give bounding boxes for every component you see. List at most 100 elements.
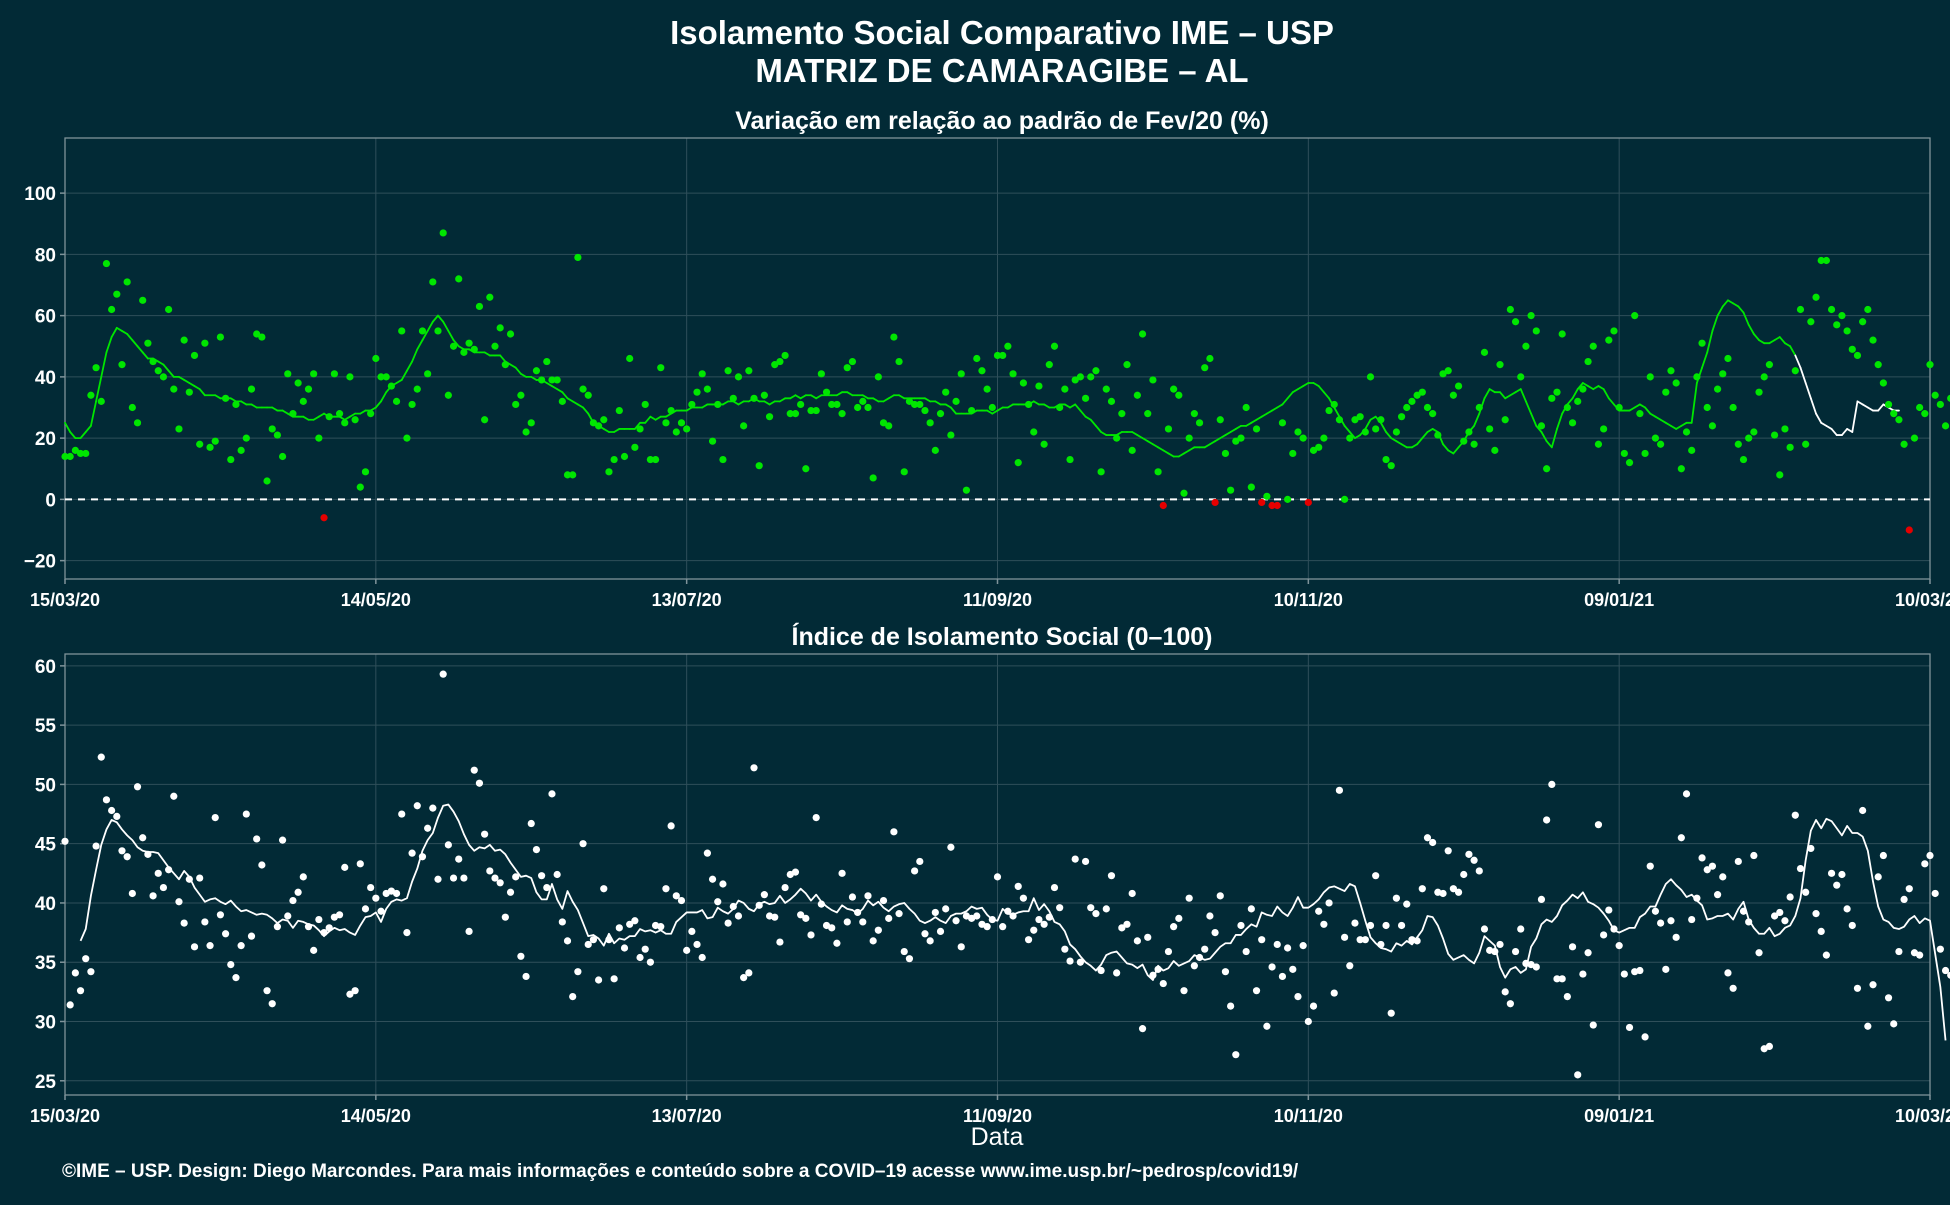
data-point (491, 874, 499, 882)
data-point (221, 394, 230, 402)
data-point (854, 403, 862, 412)
data-point (1273, 501, 1281, 510)
data-point (651, 455, 660, 464)
data-point (1910, 434, 1919, 442)
data-point (1853, 984, 1862, 992)
trend-line-segment (613, 428, 621, 433)
data-point (1439, 370, 1447, 378)
data-point (1040, 440, 1048, 448)
trend-line-segment (924, 397, 932, 403)
data-point (1501, 988, 1509, 996)
data-point (1299, 434, 1307, 442)
trend-line-segment (411, 348, 419, 363)
data-point (325, 413, 333, 421)
data-point (1791, 367, 1799, 375)
data-point (372, 894, 380, 902)
data-point (698, 370, 706, 378)
data-point (828, 924, 836, 932)
data-point (315, 915, 323, 924)
data-point (465, 927, 473, 936)
trend-line-segment (1297, 385, 1305, 391)
data-point (180, 919, 188, 927)
y-tick-label: 60 (35, 307, 56, 328)
data-point (159, 373, 168, 381)
data-point (1745, 918, 1753, 926)
data-point (247, 932, 256, 940)
data-point (1056, 904, 1064, 912)
trend-line-segment (90, 400, 97, 427)
data-point (455, 275, 463, 283)
data-point (1558, 975, 1566, 983)
trend-line-segment (991, 409, 999, 415)
data-point (522, 972, 530, 981)
trend-line-segment (1317, 385, 1325, 394)
trend-line-segment (162, 363, 170, 372)
trend-line-segment (1131, 431, 1139, 436)
trend-line-segment (1794, 354, 1802, 369)
trend-line-segment (1820, 421, 1828, 427)
trend-line-segment (1043, 403, 1051, 409)
trend-line-segment (121, 330, 129, 335)
trend-line-segment (1426, 428, 1434, 433)
data-point (838, 869, 846, 877)
data-point (377, 907, 385, 915)
data-point (993, 351, 1002, 360)
data-point (594, 976, 603, 984)
data-point (1004, 342, 1012, 350)
trend-line-segment (1162, 449, 1170, 455)
data-point (76, 987, 85, 995)
data-point (1377, 416, 1385, 424)
data-point (983, 923, 991, 931)
data-point (843, 364, 851, 372)
data-point (97, 753, 105, 761)
data-point (667, 822, 675, 830)
main-title: Isolamento Social Comparativo IME – USP (670, 14, 1334, 51)
data-point (133, 419, 142, 427)
data-point (1221, 968, 1230, 976)
data-point (330, 370, 338, 378)
trend-line-segment (1587, 385, 1595, 391)
data-point (201, 339, 209, 347)
data-point (693, 940, 701, 949)
trend-line-segment (1752, 333, 1760, 342)
data-point (1537, 422, 1546, 430)
data-point (1781, 917, 1789, 925)
trend-line-segment (1488, 388, 1496, 394)
trend-line-segment (1638, 403, 1646, 409)
data-point (931, 908, 939, 917)
data-point (1651, 907, 1660, 915)
trend-line-segment (349, 412, 357, 418)
x-tick-label: 14/05/20 (341, 590, 411, 610)
data-point (952, 917, 960, 925)
data-point (589, 936, 598, 944)
trend-line-segment (1747, 323, 1755, 335)
data-point (1320, 920, 1328, 928)
data-point (444, 391, 452, 399)
data-point (1340, 495, 1349, 503)
data-point (237, 446, 245, 454)
trend-line-segment (1535, 424, 1543, 433)
trend-line-segment (1281, 397, 1289, 406)
trend-line-segment (810, 394, 818, 400)
data-point (403, 928, 411, 937)
data-point (175, 898, 183, 906)
data-point (76, 449, 85, 458)
data-point (942, 388, 950, 396)
data-point (1532, 963, 1540, 971)
data-point (734, 912, 743, 920)
data-point (299, 397, 307, 405)
data-point (1123, 361, 1131, 369)
data-point (1195, 419, 1204, 427)
data-point (1822, 256, 1830, 265)
data-point (714, 898, 722, 906)
trend-line-segment (1188, 446, 1196, 452)
data-point (859, 918, 867, 926)
data-point (470, 766, 478, 774)
data-point (890, 333, 898, 341)
data-point (1491, 446, 1499, 454)
data-point (486, 293, 494, 301)
x-tick-label: 14/05/20 (341, 1106, 411, 1126)
data-point (418, 853, 427, 861)
data-point (1874, 873, 1882, 881)
data-point (776, 938, 784, 946)
